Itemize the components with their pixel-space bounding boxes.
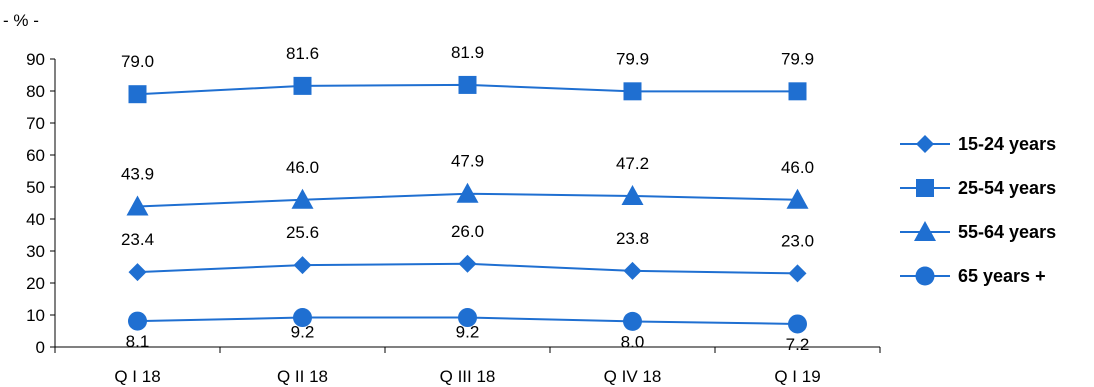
data-label: 23.8 — [616, 229, 649, 248]
y-tick-label: 30 — [26, 242, 45, 261]
legend-marker-square — [916, 179, 934, 197]
data-label: 8.1 — [126, 332, 150, 351]
data-label: 81.9 — [451, 43, 484, 62]
data-label: 47.9 — [451, 152, 484, 171]
data-label: 23.4 — [121, 230, 154, 249]
data-label: 79.9 — [616, 49, 649, 68]
x-tick-label: Q I 19 — [774, 367, 820, 386]
data-point — [291, 188, 314, 209]
legend-label: 65 years + — [958, 266, 1046, 286]
series-layer: 23.4 25.6 26.0 23.8 23.0 79.0 81.6 81.9 79.9 79.9… — [121, 43, 814, 354]
y-unit-label: - % - — [3, 11, 39, 30]
legend-label: 55-64 years — [958, 222, 1056, 242]
data-label: 26.0 — [451, 222, 484, 241]
data-point — [621, 184, 644, 205]
series-diamond: 23.4 25.6 26.0 23.8 23.0 — [121, 222, 814, 283]
x-tick-label: Q II 18 — [277, 367, 328, 386]
legend-item: 65 years + — [900, 266, 1046, 286]
y-tick-label: 0 — [36, 338, 45, 357]
series-triangle: 43.9 46.0 47.9 47.2 46.0 — [121, 152, 814, 216]
series-circle: 8.1 9.2 9.2 8.0 7.2 — [126, 308, 810, 354]
data-point — [293, 308, 312, 328]
data-point — [623, 261, 642, 280]
axes: 0 10 20 30 40 50 60 70 80 90 Q I 18 Q II 18 Q III 18… — [26, 50, 881, 386]
data-point — [458, 75, 477, 94]
x-tick-label: Q III 18 — [440, 367, 496, 386]
data-point — [788, 264, 807, 283]
y-tick-label: 60 — [26, 146, 45, 165]
data-point — [456, 182, 479, 203]
data-label: 7.2 — [786, 335, 810, 354]
y-tick-label: 70 — [26, 114, 45, 133]
legend-item: 15-24 years — [900, 134, 1056, 154]
data-point — [458, 254, 477, 273]
data-point — [623, 311, 642, 331]
data-label: 79.9 — [781, 49, 814, 68]
data-point — [293, 76, 312, 95]
data-label: 8.0 — [621, 332, 645, 351]
data-label: 79.0 — [121, 52, 154, 71]
data-point — [128, 311, 147, 331]
data-point — [126, 195, 149, 216]
data-point — [788, 314, 807, 334]
y-tick-label: 50 — [26, 178, 45, 197]
x-tick-label: Q IV 18 — [604, 367, 662, 386]
y-tick-label: 40 — [26, 210, 45, 229]
data-label: 47.2 — [616, 154, 649, 173]
y-tick-label: 80 — [26, 82, 45, 101]
data-label: 9.2 — [291, 323, 315, 342]
data-label: 46.0 — [781, 158, 814, 177]
data-label: 46.0 — [286, 158, 319, 177]
data-label: 25.6 — [286, 223, 319, 242]
legend-marker-triangle — [914, 221, 936, 241]
data-point — [293, 256, 312, 275]
legend-item: 55-64 years — [900, 221, 1056, 242]
data-label: 43.9 — [121, 165, 154, 184]
legend-label: 15-24 years — [958, 134, 1056, 154]
legend: 15-24 years 25-54 years 55-64 years 65 year… — [900, 134, 1056, 286]
legend-label: 25-54 years — [958, 178, 1056, 198]
y-tick-label: 20 — [26, 274, 45, 293]
y-tick-label: 10 — [26, 306, 45, 325]
data-point — [128, 263, 147, 282]
data-point — [128, 85, 147, 104]
data-point — [788, 82, 807, 101]
data-label: 81.6 — [286, 44, 319, 63]
data-point — [786, 188, 809, 209]
data-label: 23.0 — [781, 231, 814, 250]
data-point — [458, 308, 477, 328]
legend-marker-circle — [915, 266, 935, 286]
x-tick-label: Q I 18 — [114, 367, 160, 386]
legend-item: 25-54 years — [900, 178, 1056, 198]
legend-marker-diamond — [916, 135, 934, 153]
series-square: 79.0 81.6 81.9 79.9 79.9 — [121, 43, 814, 104]
data-point — [623, 82, 642, 101]
y-tick-label: 90 — [26, 50, 45, 69]
data-label: 9.2 — [456, 323, 480, 342]
